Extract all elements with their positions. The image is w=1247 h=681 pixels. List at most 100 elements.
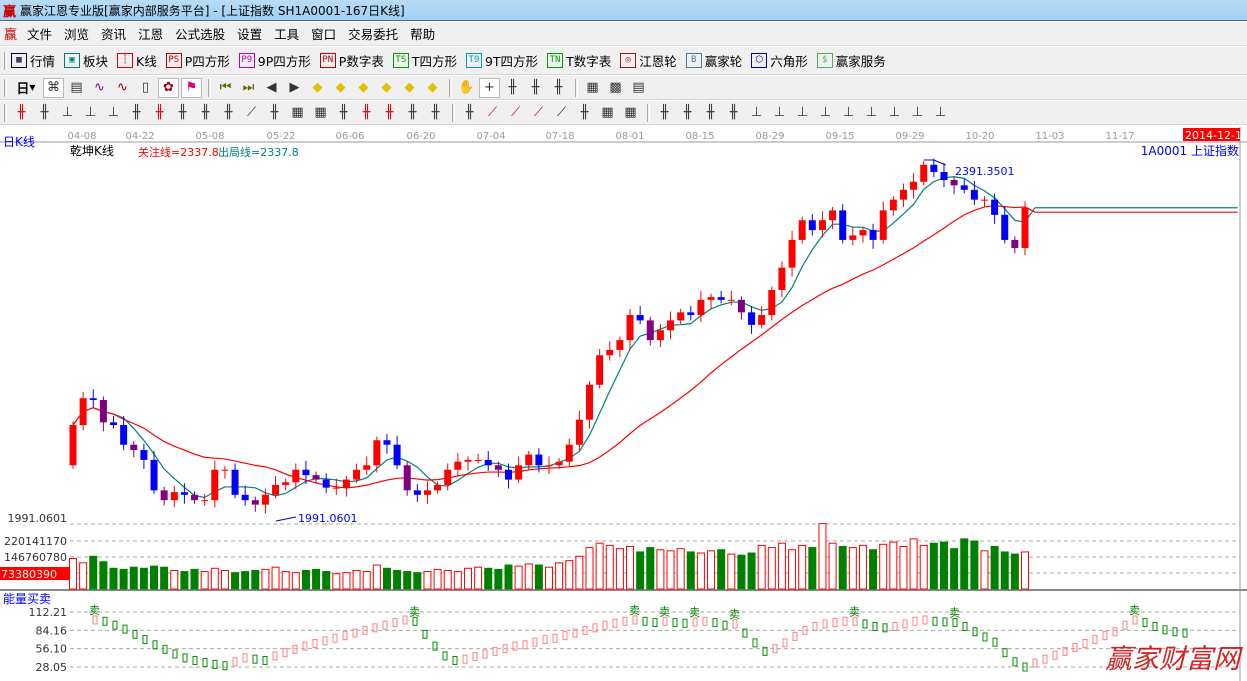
energy-bar <box>332 633 338 643</box>
fib-icon[interactable]: ⊥ <box>107 105 120 120</box>
toolbar-button-6[interactable]: TS T四方形 <box>392 51 457 70</box>
expand-h-icon[interactable]: ◆ <box>358 80 369 95</box>
candle <box>636 315 644 321</box>
bar-icon[interactable]: ╫ <box>660 105 669 120</box>
gold-9-icon[interactable]: ⊥ <box>888 105 901 120</box>
arrow-right-diamond-icon[interactable]: ◆ <box>335 80 346 95</box>
gold-10-icon[interactable]: ⊥ <box>911 105 924 120</box>
target-icon[interactable]: ╫ <box>270 105 279 120</box>
v-icon[interactable]: ╫ <box>580 105 589 120</box>
toolbar-button-12[interactable]: $ 赢家服务 <box>816 51 886 70</box>
clipboard-icon[interactable]: ▤ <box>70 80 83 95</box>
n2-icon[interactable]: ╫ <box>224 105 233 120</box>
quad-line-icon[interactable]: ╫ <box>201 105 210 120</box>
toolbar-button-3[interactable]: PS P四方形 <box>165 51 230 70</box>
spiral-icon[interactable]: ╫ <box>132 105 141 120</box>
toolbar-button-1[interactable]: ▣ 板块 <box>64 51 108 70</box>
indicator-name[interactable]: 乾坤K线 <box>70 143 114 158</box>
wave-9-icon[interactable]: ∿ <box>117 80 128 95</box>
map-icon[interactable]: ✿ <box>158 77 179 98</box>
first-icon[interactable]: ⏮ <box>219 80 232 95</box>
calendar-icon[interactable]: ▦ <box>586 80 599 95</box>
period-select[interactable]: 日 ▼ <box>11 78 41 98</box>
crosshair-icon[interactable]: + <box>479 77 500 98</box>
gold-5-icon[interactable]: ⊥ <box>796 105 809 120</box>
frame-icon[interactable]: ╫ <box>465 105 474 120</box>
grid-2-icon[interactable]: ▦ <box>624 105 637 120</box>
pen-icon[interactable]: ╫ <box>17 105 26 120</box>
menu-7[interactable]: 窗口 <box>311 27 337 42</box>
toolbar-grip[interactable] <box>4 51 7 70</box>
gold-6-icon[interactable]: ⊥ <box>819 105 832 120</box>
menu-0[interactable]: 文件 <box>27 27 53 42</box>
window-title: 赢家江恩专业版[赢家内部服务平台] - [上证指数 SH1A0001-167日K… <box>20 3 405 18</box>
menu-9[interactable]: 帮助 <box>410 27 436 42</box>
gold-2-icon[interactable]: ⊥ <box>84 105 97 120</box>
gold-7-icon[interactable]: ⊥ <box>842 105 855 120</box>
energy-bar <box>622 616 628 626</box>
toolbar-button-11[interactable]: ⬡ 六角形 <box>751 51 808 70</box>
calculator-icon[interactable]: ▩ <box>609 80 622 95</box>
toolbar-button-8[interactable]: TN T数字表 <box>547 51 611 70</box>
ruler-icon[interactable]: ╫ <box>408 105 417 120</box>
toolbar-grip[interactable] <box>4 103 7 122</box>
hand-icon[interactable]: ✋ <box>458 80 475 95</box>
expand-all-icon[interactable]: ◆ <box>404 80 415 95</box>
brain-icon[interactable]: ╫ <box>554 80 563 95</box>
menu-3[interactable]: 江恩 <box>138 27 164 42</box>
menu-2[interactable]: 资讯 <box>101 27 127 42</box>
line-tool-icon[interactable]: ╫ <box>508 80 517 95</box>
expand-v-icon[interactable]: ◆ <box>427 80 438 95</box>
gold-3-icon[interactable]: ⊥ <box>750 105 763 120</box>
angle-icon[interactable]: ⟋ <box>556 105 567 120</box>
gold-4-icon[interactable]: ⊥ <box>773 105 786 120</box>
grid-icon[interactable]: ▦ <box>601 105 614 120</box>
pen-red-icon[interactable]: ╫ <box>155 105 164 120</box>
notes-icon[interactable]: ▤ <box>632 80 645 95</box>
slash-icon[interactable]: ╫ <box>339 105 348 120</box>
width-icon[interactable]: ╫ <box>431 105 440 120</box>
gold-11-icon[interactable]: ⊥ <box>934 105 947 120</box>
kline-chart[interactable]: 04-08 04-22 05-08 05-22 06-06 06-20 07-04 07-18… <box>0 127 1247 681</box>
menu-logo-icon[interactable]: 赢 <box>4 28 18 43</box>
menu-5[interactable]: 设置 <box>237 27 263 42</box>
ying-icon[interactable]: ╫ <box>385 105 394 120</box>
money-icon[interactable]: ╫ <box>729 105 738 120</box>
right-icon[interactable]: ▶ <box>289 80 300 95</box>
shen-icon[interactable]: ╫ <box>362 105 371 120</box>
shrink-icon[interactable]: ◆ <box>381 80 392 95</box>
last-icon[interactable]: ⏭ <box>242 80 255 95</box>
gold-1-icon[interactable]: ⊥ <box>61 105 74 120</box>
wave-3-icon[interactable]: ∿ <box>94 80 105 95</box>
circle-icon[interactable]: ╫ <box>178 105 187 120</box>
toolbar-grip[interactable] <box>4 78 7 97</box>
gold-8-icon[interactable]: ⊥ <box>865 105 878 120</box>
percent-icon[interactable]: ╫ <box>683 105 692 120</box>
toolbar-button-4[interactable]: P9 9P四方形 <box>238 51 311 70</box>
pct-2-icon[interactable]: ╫ <box>706 105 715 120</box>
parallel-icon[interactable]: ╫ <box>40 105 49 120</box>
left-icon[interactable]: ◀ <box>266 80 277 95</box>
menu-8[interactable]: 交易委托 <box>348 27 399 42</box>
toolbar-button-0[interactable]: ▦ 行情 <box>11 51 55 70</box>
candle <box>434 484 442 491</box>
network-icon[interactable]: ⌘ <box>43 77 64 98</box>
text-tool-icon[interactable]: ╫ <box>531 80 540 95</box>
web-icon[interactable]: ▦ <box>291 105 304 120</box>
toolbar-button-2[interactable]: ┆ K线 <box>117 51 157 70</box>
menu-1[interactable]: 浏览 <box>64 27 90 42</box>
menu-4[interactable]: 公式选股 <box>175 27 226 42</box>
toolbar-button-5[interactable]: PN P数字表 <box>319 51 384 70</box>
fan-red-icon[interactable]: ⟋ <box>487 105 498 120</box>
arrow-left-diamond-icon[interactable]: ◆ <box>312 80 323 95</box>
candle-type-icon[interactable]: ▯ <box>141 80 150 95</box>
toolbar-button-10[interactable]: B 赢家轮 <box>685 51 742 70</box>
menu-6[interactable]: 工具 <box>274 27 300 42</box>
square-web-icon[interactable]: ▦ <box>314 105 327 120</box>
toolbar-button-9[interactable]: ◎ 江恩轮 <box>620 51 677 70</box>
toolbar-button-7[interactable]: T9 9T四方形 <box>465 51 538 70</box>
fan-box-2-icon[interactable]: ⟋ <box>533 105 544 120</box>
triangle-icon[interactable]: ⟋ <box>246 105 257 120</box>
flag-icon[interactable]: ⚑ <box>181 77 202 98</box>
fan-box-icon[interactable]: ⟋ <box>510 105 521 120</box>
